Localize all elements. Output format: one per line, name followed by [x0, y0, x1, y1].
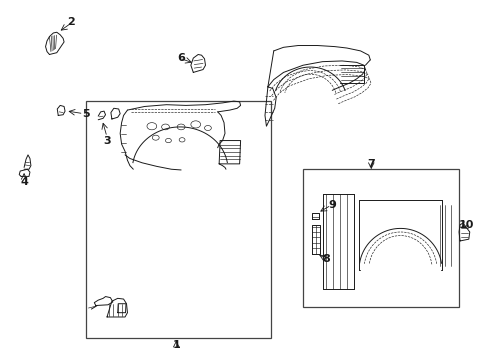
- Text: 6: 6: [177, 53, 184, 63]
- Text: 10: 10: [458, 220, 473, 230]
- Text: 2: 2: [67, 17, 75, 27]
- Text: 5: 5: [82, 109, 90, 119]
- Text: 9: 9: [327, 200, 336, 210]
- Text: 4: 4: [20, 177, 28, 187]
- Bar: [86, 101, 271, 338]
- Text: 3: 3: [103, 136, 111, 145]
- Text: 1: 1: [172, 340, 180, 350]
- Bar: [303, 169, 458, 307]
- Text: 8: 8: [322, 254, 329, 264]
- Text: 7: 7: [366, 159, 374, 169]
